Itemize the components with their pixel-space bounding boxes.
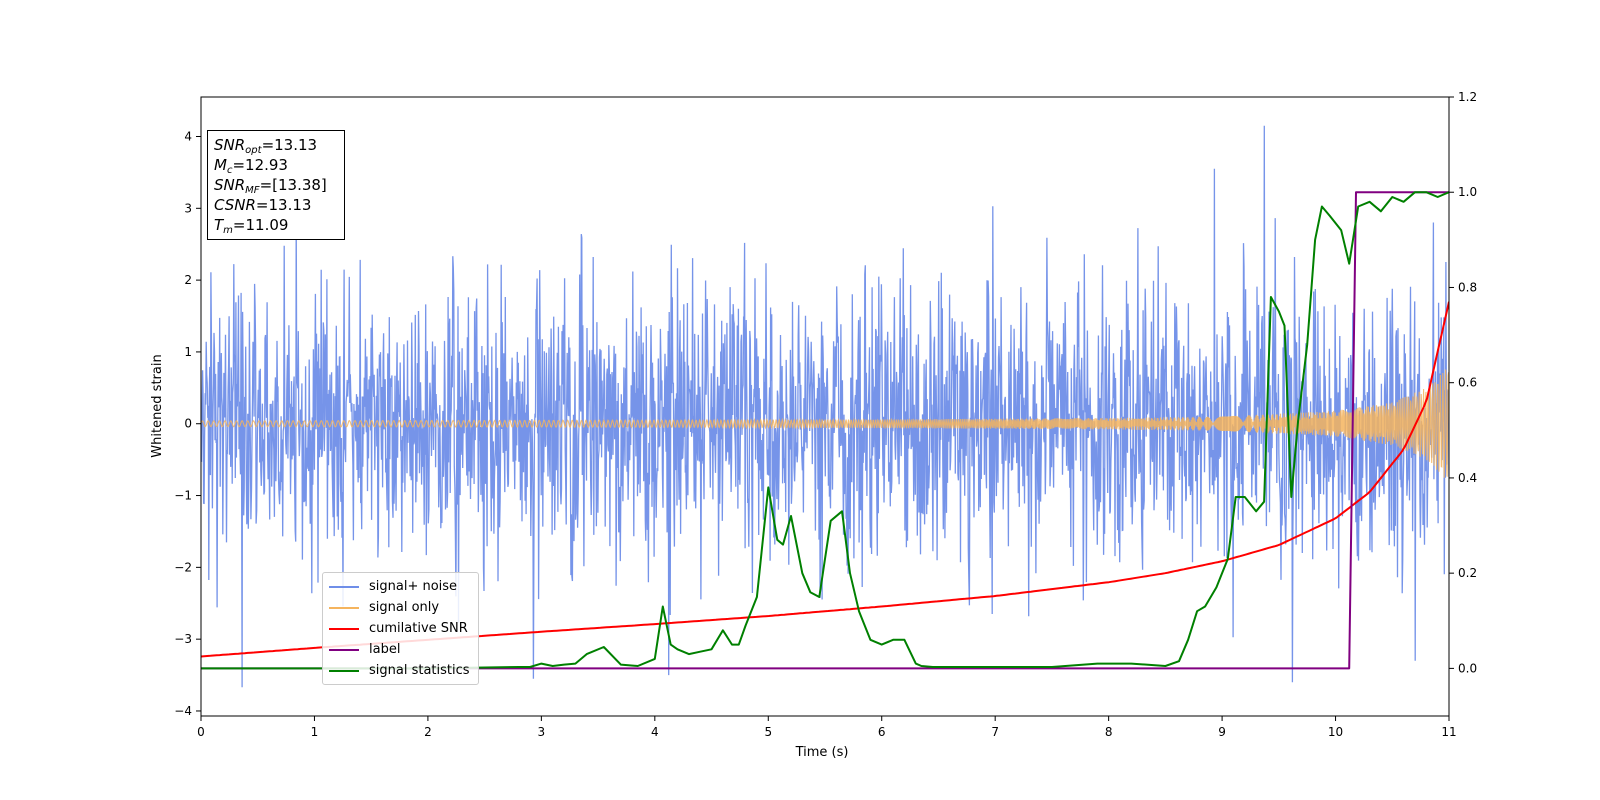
series-label-line: [201, 191, 1449, 670]
legend-item-cumulative-snr: cumilative SNR: [329, 618, 472, 639]
y2-tick-label: 1.0: [1458, 185, 1477, 199]
x-tick-label: 10: [1328, 725, 1343, 739]
x-tick-label: 8: [1105, 725, 1113, 739]
series-signal-statistics-line: [201, 191, 1449, 670]
y2-tick-label: 0.8: [1458, 280, 1477, 294]
x-tick-label: 7: [991, 725, 999, 739]
legend-item-signal-statistics: signal statistics: [329, 660, 472, 681]
legend-swatch: [329, 606, 359, 609]
legend-item-label: label: [329, 639, 472, 660]
x-axis-label: Time (s): [795, 745, 849, 760]
x-tick-label: 2: [424, 725, 432, 739]
x-tick-label: 6: [878, 725, 886, 739]
legend-label: cumilative SNR: [369, 621, 468, 636]
info-tm: Tm=11.09: [214, 216, 289, 236]
plot-frame: [200, 96, 1450, 717]
y-tick-label: 0: [184, 417, 192, 431]
legend-label: label: [369, 642, 401, 657]
y2-tick-label: 0.0: [1458, 661, 1477, 675]
x-tick-label: 4: [651, 725, 659, 739]
legend-item-signal-only: signal only: [329, 597, 472, 618]
legend: signal+ noise signal only cumilative SNR…: [322, 572, 479, 685]
y-tick-label: −3: [174, 632, 192, 646]
x-tick-label: 5: [764, 725, 772, 739]
legend-swatch: [329, 627, 359, 630]
legend-item-signal-noise: signal+ noise: [329, 576, 472, 597]
y2-tick-label: 0.4: [1458, 471, 1477, 485]
legend-label: signal statistics: [369, 663, 470, 678]
y-tick-label: −1: [174, 489, 192, 503]
legend-label: signal+ noise: [369, 579, 458, 594]
x-tick-label: 3: [538, 725, 546, 739]
info-mc: Mc=12.93: [214, 156, 288, 176]
y-tick-label: 4: [184, 129, 192, 143]
legend-label: signal only: [369, 600, 440, 615]
y-axis-label: Whitened strain: [150, 354, 165, 457]
x-tick-label: 0: [197, 725, 205, 739]
y-tick-label: 3: [184, 201, 192, 215]
y-tick-label: −2: [174, 560, 192, 574]
y2-tick-label: 0.2: [1458, 566, 1477, 580]
legend-swatch: [329, 669, 359, 672]
series-signal-only-line: [201, 369, 1449, 478]
info-box: SNRopt=13.13 Mc=12.93 SNRMF=[13.38] CSNR…: [207, 130, 345, 240]
info-csnr: CSNR=13.13: [214, 196, 312, 214]
y-tick-label: −4: [174, 704, 192, 718]
x-tick-label: 9: [1218, 725, 1226, 739]
x-tick-label: 11: [1441, 725, 1456, 739]
y-tick-label: 1: [184, 345, 192, 359]
y-tick-label: 2: [184, 273, 192, 287]
y2-tick-label: 1.2: [1458, 90, 1477, 104]
legend-swatch: [329, 585, 359, 588]
info-snr-opt: SNRopt=13.13: [214, 136, 318, 156]
legend-swatch: [329, 648, 359, 651]
y2-tick-label: 0.6: [1458, 376, 1477, 390]
x-tick-label: 1: [311, 725, 319, 739]
info-snr-mf: SNRMF=[13.38]: [214, 176, 327, 196]
